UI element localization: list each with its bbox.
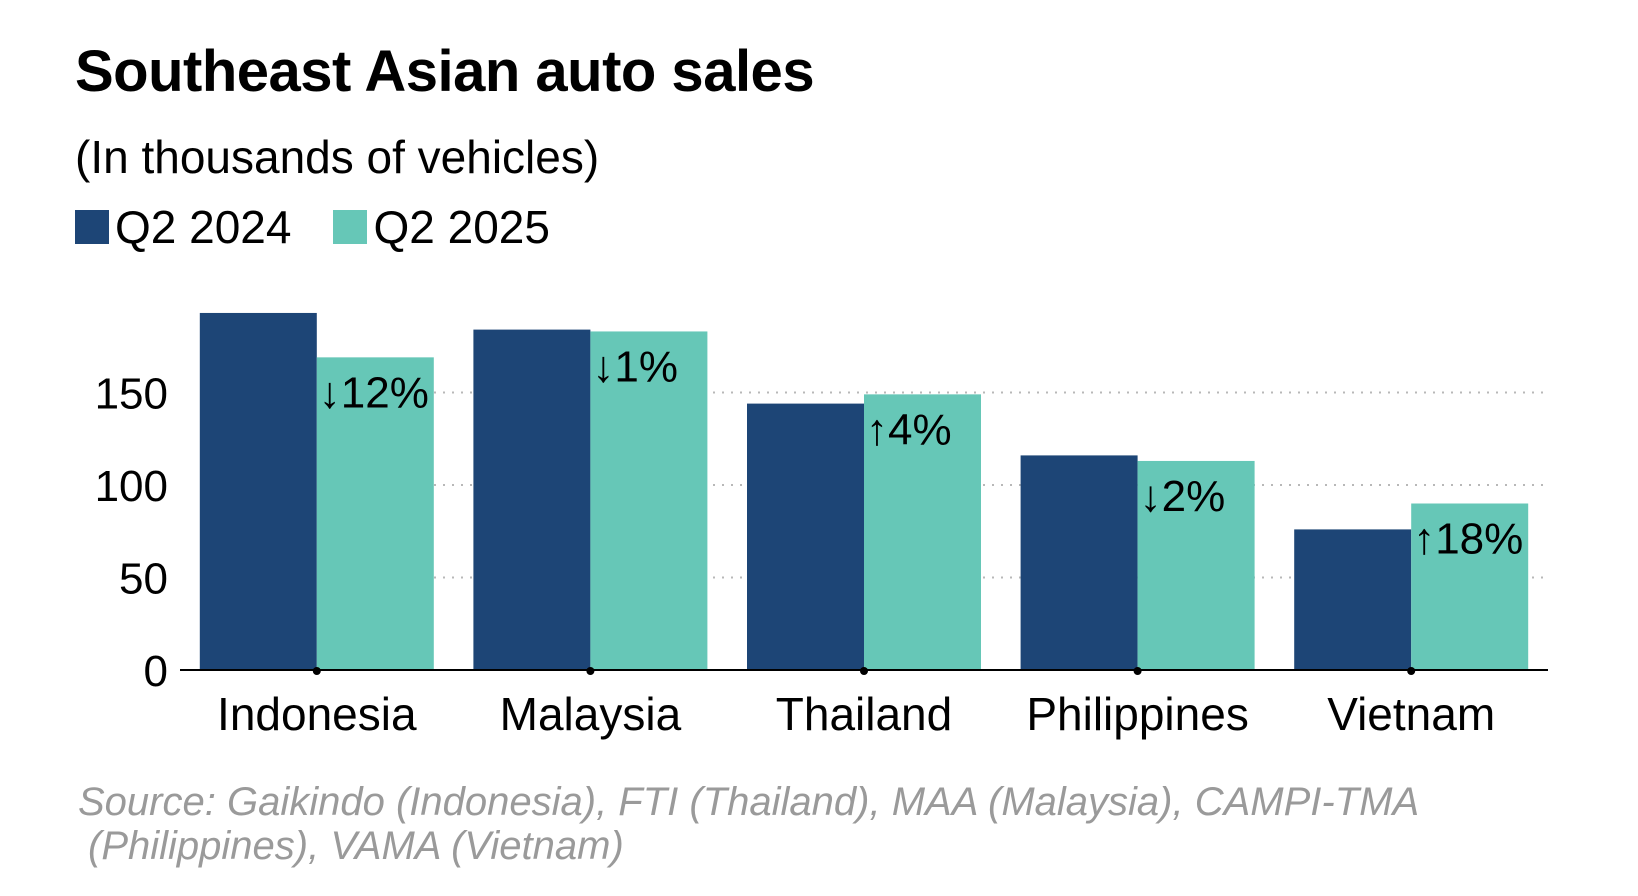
- bar-malaysia-q2-2025: [590, 331, 708, 670]
- legend-swatch-q2-2024: [75, 210, 109, 244]
- source-line-2: (Philippines), VAMA (Vietnam): [88, 824, 624, 868]
- change-label-philippines: ↓2%: [1140, 472, 1226, 521]
- bar-vietnam-q2-2025: [1411, 503, 1529, 670]
- y-tick-label-50: 50: [119, 555, 168, 604]
- legend-label-q2-2024: Q2 2024: [115, 201, 292, 253]
- legend-label-q2-2025: Q2 2025: [373, 201, 550, 253]
- legend-swatch-q2-2025: [333, 210, 368, 244]
- change-label-thailand: ↑4%: [866, 405, 952, 454]
- x-tick-label-philippines: Philippines: [1026, 688, 1248, 740]
- x-tick-label-indonesia: Indonesia: [217, 688, 417, 740]
- bar-thailand-q2-2024: [747, 403, 864, 670]
- bar-thailand-q2-2025: [864, 394, 981, 670]
- bar-indonesia-q2-2024: [199, 312, 317, 670]
- chart-title: Southeast Asian auto sales: [75, 39, 815, 104]
- bar-philippines-q2-2025: [1137, 460, 1255, 670]
- bar-philippines-q2-2024: [1020, 455, 1138, 670]
- change-label-vietnam: ↑18%: [1413, 515, 1523, 564]
- change-label-malaysia: ↓1%: [592, 342, 678, 391]
- x-tick-label-thailand: Thailand: [776, 688, 952, 740]
- source-note: Source: Gaikindo (Indonesia), FTI (Thail…: [78, 780, 1419, 868]
- bar-vietnam-q2-2024: [1294, 529, 1412, 670]
- chart-subtitle: (In thousands of vehicles): [75, 131, 600, 183]
- x-tick-label-vietnam: Vietnam: [1327, 688, 1495, 740]
- legend-item-q2-2025: Q2 2025: [333, 200, 550, 254]
- bar-malaysia-q2-2024: [473, 329, 591, 670]
- x-tick-label-malaysia: Malaysia: [500, 688, 682, 740]
- y-tick-label-150: 150: [95, 370, 168, 419]
- y-tick-label-0: 0: [144, 647, 168, 696]
- source-line-1: Source: Gaikindo (Indonesia), FTI (Thail…: [78, 780, 1420, 824]
- bar-chart: 0 50 100 150 ↓12% Indonesia ↓1% Malaysia ↑4% Thai…: [95, 312, 1548, 740]
- y-tick-label-100: 100: [95, 462, 168, 511]
- legend: Q2 2024 Q2 2025: [75, 200, 592, 254]
- bar-indonesia-q2-2025: [316, 357, 434, 670]
- legend-item-q2-2024: Q2 2024: [75, 200, 291, 254]
- change-label-indonesia: ↓12%: [319, 368, 429, 417]
